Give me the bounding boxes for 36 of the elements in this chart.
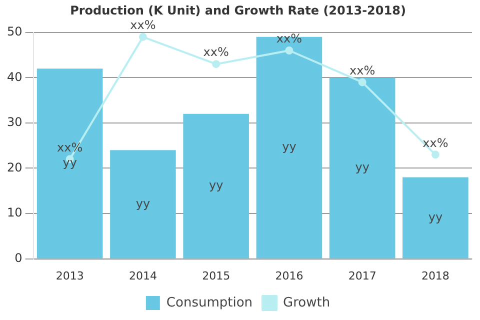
data-label: yy [282,140,296,154]
bar [329,78,396,258]
data-label: yy [355,160,370,174]
x-tick-label: 2014 [128,269,157,282]
y-tick-label: 10 [6,206,22,220]
y-tick-label: 0 [14,250,22,265]
y-tick-label: 40 [6,70,22,84]
chart-title: Production (K Unit) and Growth Rate (2013-2018) [70,3,406,18]
x-tick-label: 2018 [421,269,450,282]
data-label: xx% [203,45,229,60]
point [358,78,366,86]
data-label: xx% [422,136,448,150]
x-tick-label: 2013 [56,269,84,282]
point [212,60,220,68]
data-label: yy [62,156,77,170]
x-tick-label: 2017 [348,269,376,282]
legend-label: Growth [283,295,330,310]
y-tick-label: 50 [6,24,22,39]
point [431,150,440,159]
y-tick-label: 20 [6,160,22,174]
data-label: yy [208,178,224,192]
data-label: yy [136,196,150,210]
data-label: xx% [350,63,376,78]
data-label: xx% [130,18,156,32]
x-tick-label: 2016 [275,269,304,282]
data-label: yy [428,210,443,224]
bar [110,150,176,258]
legend-label: Consumption [166,295,253,310]
bar [402,177,468,258]
bar [36,68,103,258]
x-tick-label: 2015 [202,269,230,282]
data-label: xx% [57,140,83,154]
point [138,32,147,41]
y-tick-label: 30 [6,115,22,130]
bar [183,114,249,258]
point [285,46,294,55]
